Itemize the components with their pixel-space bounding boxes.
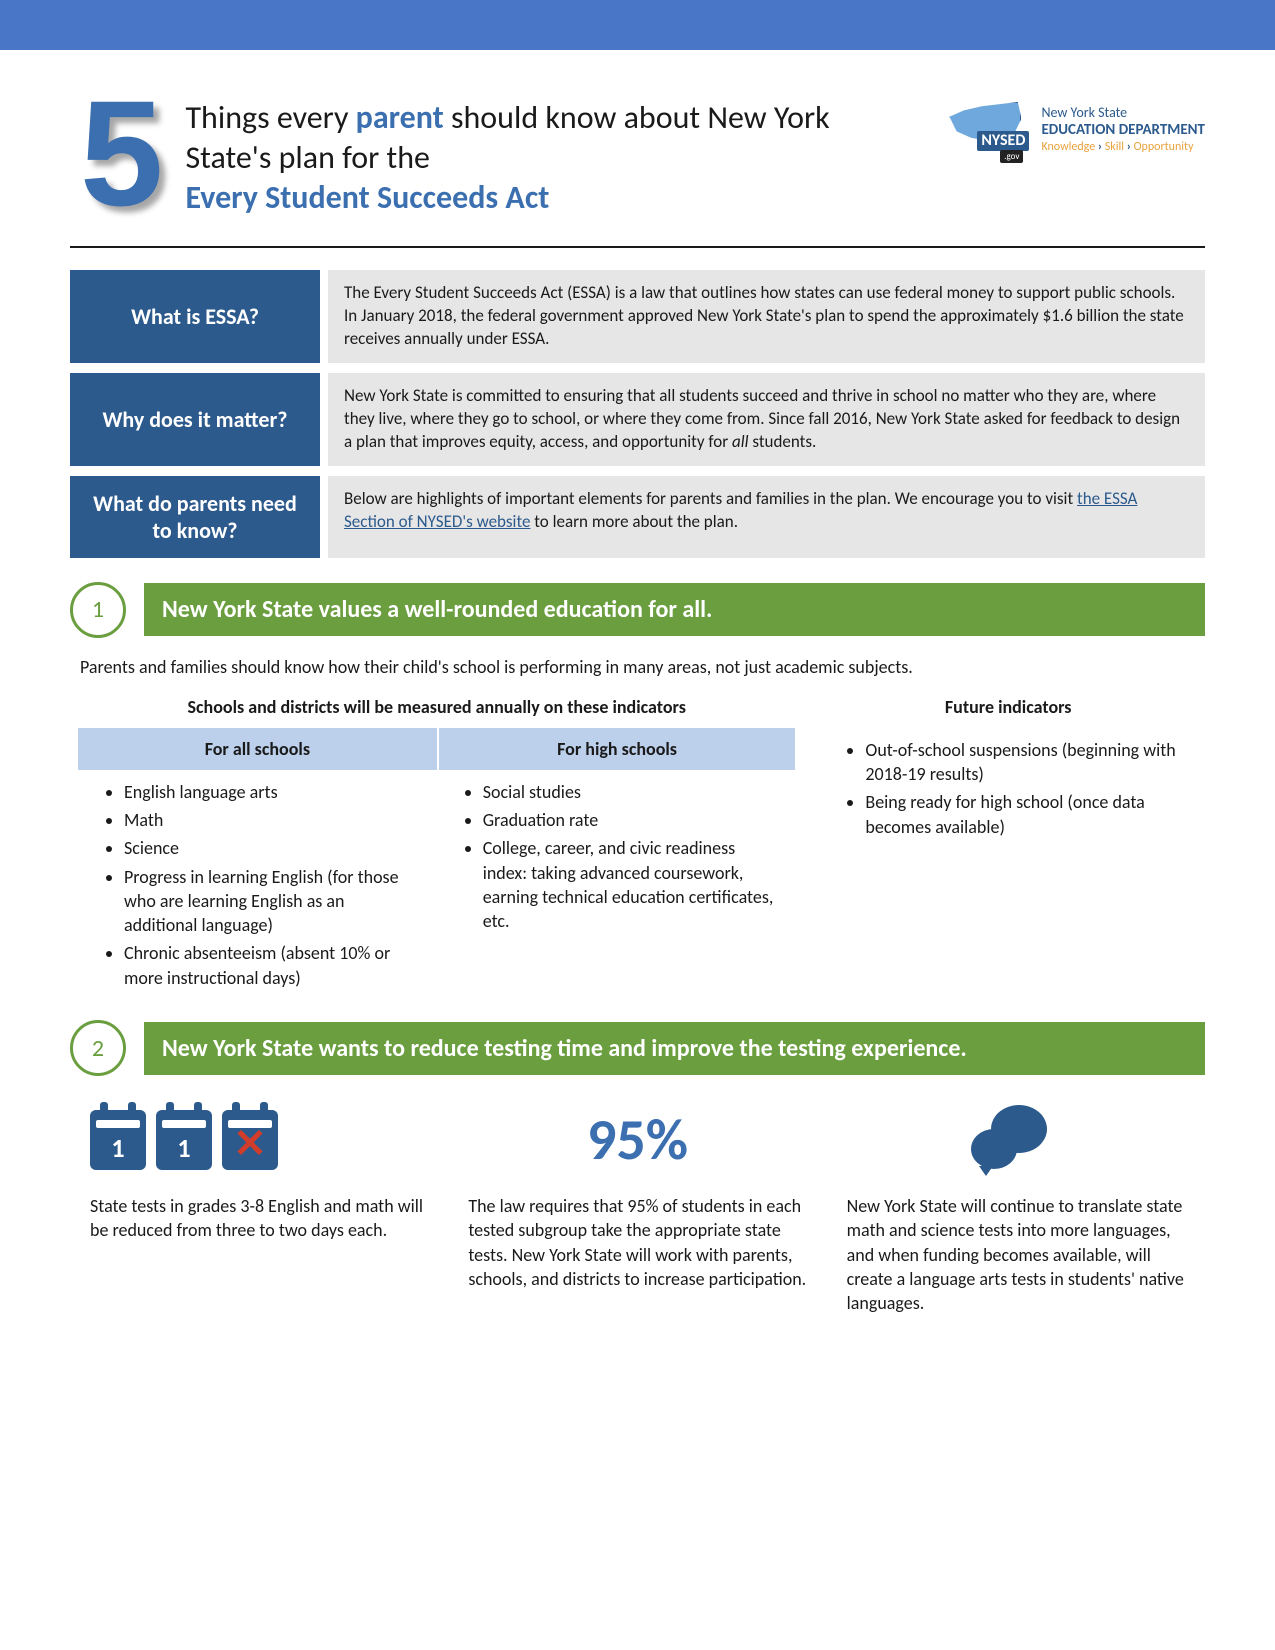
list-item: English language arts <box>124 780 419 804</box>
list-item: Graduation rate <box>483 808 778 832</box>
pct-icon: 95% <box>468 1100 806 1180</box>
info-body: New York State is committed to ensuring … <box>328 373 1205 466</box>
indicators-list-future: Out-of-school suspensions (beginning wit… <box>819 728 1197 839</box>
page-content: 5 Things every parent should know about … <box>0 50 1275 1391</box>
indicators-future: Future indicators Out-of-school suspensi… <box>819 696 1197 994</box>
info-label: What do parents need to know? <box>70 476 320 558</box>
list-item: Science <box>124 836 419 860</box>
info-rows: What is ESSA? The Every Student Succeeds… <box>70 270 1205 558</box>
ninety-five-pct: 95% <box>587 1101 688 1179</box>
list-item: Math <box>124 808 419 832</box>
title-pre: Things every <box>185 98 355 137</box>
indicators-col-hs: For high schools Social studies Graduatio… <box>437 728 796 994</box>
section-number-circle: 2 <box>70 1020 126 1076</box>
section-intro: Parents and families should know how the… <box>70 652 1205 696</box>
indicators-left: Schools and districts will be measured a… <box>78 696 795 994</box>
section-header: 1 New York State values a well-rounded e… <box>70 582 1205 638</box>
indicators-list-all: English language arts Math Science Progress… <box>78 770 437 990</box>
section-header: 2 New York State wants to reduce testing… <box>70 1020 1205 1076</box>
nysed-badge-icon: NYSED .gov <box>949 102 1029 157</box>
logo-line2: EDUCATION DEPARTMENT <box>1041 121 1205 140</box>
logo-line1: New York State <box>1041 104 1205 122</box>
header: 5 Things every parent should know about … <box>70 90 1205 248</box>
section-title: New York State values a well-rounded edu… <box>144 583 1205 636</box>
future-heading: Future indicators <box>819 696 1197 718</box>
indicators-heading: Schools and districts will be measured a… <box>78 696 795 718</box>
calendar-icons: 1 1 ✕ <box>90 1100 428 1180</box>
testing-col-pct: 95% The law requires that 95% of student… <box>468 1100 806 1315</box>
title-parent-word: parent <box>356 98 444 137</box>
section-number-circle: 1 <box>70 582 126 638</box>
col-heading-all: For all schools <box>78 728 437 770</box>
list-item: Social studies <box>483 780 778 804</box>
col-heading-hs: For high schools <box>437 728 796 770</box>
info-body: The Every Student Succeeds Act (ESSA) is… <box>328 270 1205 363</box>
list-item: Out-of-school suspensions (beginning wit… <box>865 738 1179 787</box>
info-row-why: Why does it matter? New York State is co… <box>70 373 1205 466</box>
testing-col-days: 1 1 ✕ State tests in grades 3-8 English … <box>90 1100 428 1315</box>
testing-col-text: The law requires that 95% of students in… <box>468 1194 806 1291</box>
info-row-what: What is ESSA? The Every Student Succeeds… <box>70 270 1205 363</box>
nysed-logo: NYSED .gov New York State EDUCATION DEPA… <box>949 90 1205 157</box>
info-label: Why does it matter? <box>70 373 320 466</box>
testing-col-text: State tests in grades 3-8 English and ma… <box>90 1194 428 1243</box>
logo-line3: Knowledge › Skill › Opportunity <box>1041 140 1205 155</box>
info-label: What is ESSA? <box>70 270 320 363</box>
calendar-x-icon: ✕ <box>222 1110 278 1170</box>
nysed-logo-text: New York State EDUCATION DEPARTMENT Know… <box>1041 104 1205 155</box>
section-1: 1 New York State values a well-rounded e… <box>70 582 1205 994</box>
section-title: New York State wants to reduce testing t… <box>144 1022 1205 1075</box>
list-item: Being ready for high school (once data b… <box>865 790 1179 839</box>
info-row-parents: What do parents need to know? Below are … <box>70 476 1205 558</box>
indicators-col-all: For all schools English language arts Mat… <box>78 728 437 994</box>
section-2: 2 New York State wants to reduce testing… <box>70 1020 1205 1315</box>
title-act-name: Every Student Succeeds Act <box>185 178 549 217</box>
nysed-badge-text: NYSED <box>977 131 1029 151</box>
list-item: College, career, and civic readiness ind… <box>483 836 778 933</box>
speech-bubbles-icon <box>847 1100 1185 1180</box>
testing-col-lang: New York State will continue to translat… <box>847 1100 1185 1315</box>
indicators-grid: Schools and districts will be measured a… <box>70 696 1205 994</box>
list-item: Progress in learning English (for those … <box>124 865 419 938</box>
testing-col-text: New York State will continue to translat… <box>847 1194 1185 1315</box>
info-body: Below are highlights of important elemen… <box>328 476 1205 558</box>
nysed-gov-text: .gov <box>1000 150 1023 163</box>
page-title: Things every parent should know about Ne… <box>185 90 919 218</box>
big-number-five: 5 <box>70 90 155 218</box>
list-item: Chronic absenteeism (absent 10% or more … <box>124 941 419 990</box>
calendar-icon: 1 <box>90 1110 146 1170</box>
top-bar <box>0 0 1275 50</box>
calendar-icon: 1 <box>156 1110 212 1170</box>
indicators-list-hs: Social studies Graduation rate College, ca… <box>437 770 796 934</box>
testing-grid: 1 1 ✕ State tests in grades 3-8 English … <box>70 1090 1205 1315</box>
